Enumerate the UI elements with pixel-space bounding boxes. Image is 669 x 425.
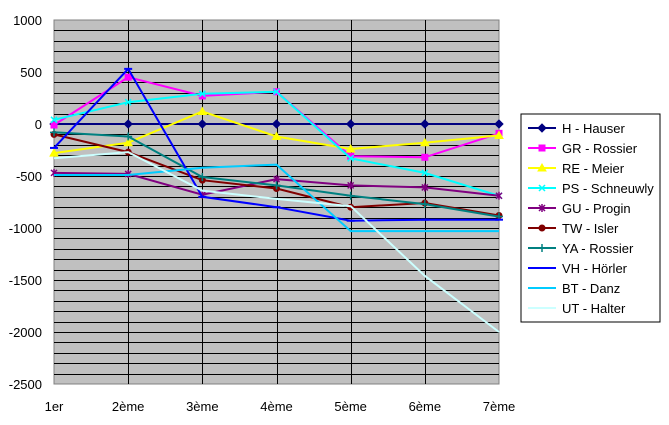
data-point — [421, 153, 429, 161]
legend-item: GU - Progin — [528, 201, 631, 216]
y-tick-label: 500 — [20, 65, 42, 80]
data-point — [347, 181, 355, 190]
y-tick-label: -500 — [16, 169, 42, 184]
legend-item: BT - Danz — [528, 281, 620, 296]
y-tick-label: -2000 — [9, 325, 42, 340]
legend-label: GR - Rossier — [562, 141, 638, 156]
data-point — [123, 137, 134, 147]
data-point — [494, 130, 504, 139]
legend-label: PS - Schneuwly — [562, 181, 654, 196]
legend-item: VH - Hörler — [528, 261, 628, 276]
data-point — [345, 143, 356, 153]
legend-item: TW - Isler — [528, 221, 619, 236]
data-point — [123, 119, 133, 129]
data-point — [271, 119, 282, 129]
legend-label: H - Hauser — [562, 121, 626, 136]
x-tick-label: 4ème — [260, 399, 293, 414]
series-bt-danz — [54, 163, 499, 233]
legend-item: PS - Schneuwly — [528, 181, 654, 196]
data-point — [124, 132, 133, 141]
data-point — [420, 119, 430, 129]
data-point — [538, 144, 546, 152]
x-tick-label: 5ème — [334, 399, 367, 414]
data-point — [272, 88, 281, 96]
data-point — [538, 224, 546, 232]
data-point — [50, 128, 58, 137]
legend-label: BT - Danz — [562, 281, 620, 296]
legend-item: H - Hauser — [528, 121, 626, 136]
x-tick-label: 2ème — [112, 399, 145, 414]
series-ut-halter — [53, 151, 500, 333]
data-series — [49, 67, 504, 333]
data-point — [124, 98, 132, 106]
data-point — [421, 183, 429, 192]
x-tick-label: 1er — [45, 399, 64, 414]
legend-label: YA - Rossier — [562, 241, 634, 256]
data-point — [49, 148, 59, 157]
y-tick-label: 0 — [35, 117, 42, 132]
y-tick-label: -2500 — [9, 377, 42, 392]
legend-label: UT - Halter — [562, 301, 626, 316]
y-tick-label: -1000 — [9, 221, 42, 236]
legend: H - Hauser GR - Rossier RE - Meier PS - Sch… — [520, 113, 661, 323]
x-tick-label: 6ème — [409, 399, 442, 414]
data-point — [50, 121, 58, 129]
series-line — [53, 151, 500, 333]
series-ya-rossier — [50, 128, 503, 221]
legend-item: UT - Halter — [528, 301, 626, 316]
data-point — [272, 181, 281, 190]
data-point — [198, 173, 207, 182]
y-axis-tick-labels: 1000 500 0 -500 -1000 -1500 -2000 -2500 — [9, 13, 42, 392]
legend-label: TW - Isler — [562, 221, 619, 236]
data-point — [346, 191, 355, 200]
data-point — [538, 244, 546, 252]
legend-label: GU - Progin — [562, 201, 631, 216]
data-point — [420, 200, 429, 209]
data-point — [50, 116, 58, 124]
legend-label: RE - Meier — [562, 161, 625, 176]
legend-item: YA - Rossier — [528, 241, 634, 256]
data-point — [495, 191, 503, 200]
data-point — [537, 162, 547, 172]
data-point — [345, 119, 356, 129]
data-point — [198, 90, 206, 98]
series-line — [54, 163, 499, 233]
legend-label: VH - Hörler — [562, 261, 628, 276]
data-point — [197, 119, 208, 129]
data-point — [537, 123, 547, 133]
plot-background — [53, 19, 500, 385]
y-tick-label: 1000 — [13, 13, 42, 28]
data-point — [538, 204, 546, 212]
data-point — [421, 169, 429, 177]
data-point — [538, 184, 546, 192]
series-re-meier — [49, 106, 504, 157]
x-axis-tick-labels: 1er 2ème 3ème 4ème 5ème 6ème 7ème — [45, 399, 516, 414]
data-point — [347, 154, 355, 162]
data-point — [271, 131, 282, 140]
legend-item: RE - Meier — [528, 161, 625, 176]
x-tick-label: 3ème — [186, 399, 219, 414]
x-tick-label: 7ème — [483, 399, 516, 414]
series-vh-h-rler — [50, 67, 503, 222]
data-point — [197, 106, 208, 116]
y-tick-label: -1500 — [9, 273, 42, 288]
data-point — [124, 73, 132, 81]
plot-area — [53, 19, 500, 385]
legend-item: GR - Rossier — [528, 141, 638, 156]
data-point — [419, 137, 430, 147]
data-point — [494, 119, 504, 129]
